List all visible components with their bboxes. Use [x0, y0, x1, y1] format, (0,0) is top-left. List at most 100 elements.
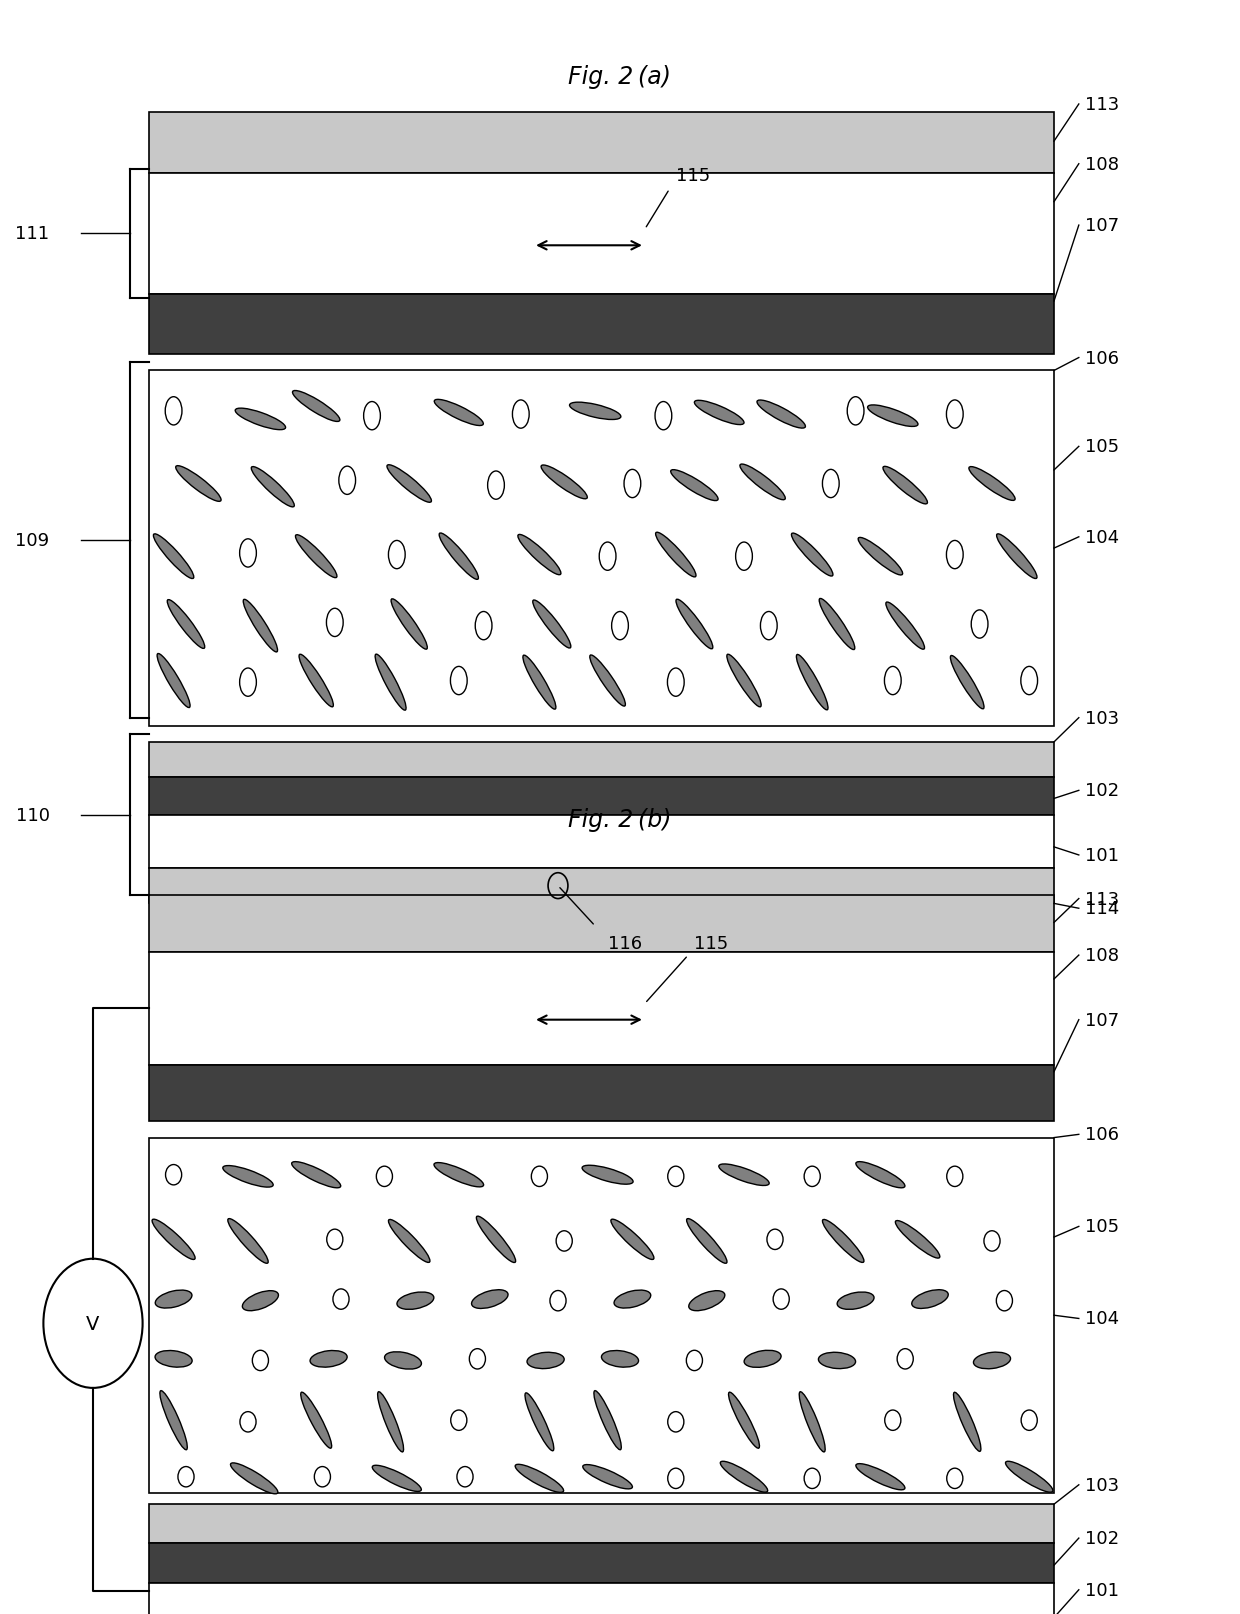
- Ellipse shape: [954, 1393, 981, 1451]
- Ellipse shape: [985, 1231, 999, 1251]
- Ellipse shape: [687, 1351, 702, 1370]
- Ellipse shape: [774, 1290, 789, 1309]
- Ellipse shape: [895, 1220, 940, 1259]
- Text: 103: 103: [1085, 1475, 1120, 1495]
- Ellipse shape: [167, 600, 205, 649]
- Ellipse shape: [569, 404, 621, 420]
- Ellipse shape: [1021, 667, 1038, 696]
- Ellipse shape: [236, 408, 285, 431]
- Ellipse shape: [688, 1291, 725, 1311]
- Ellipse shape: [997, 534, 1037, 579]
- Ellipse shape: [557, 1231, 572, 1251]
- Ellipse shape: [946, 400, 963, 429]
- Text: 110: 110: [16, 805, 50, 825]
- Ellipse shape: [434, 1162, 484, 1188]
- Ellipse shape: [611, 1220, 653, 1259]
- Ellipse shape: [326, 608, 343, 638]
- Text: 108: 108: [1085, 946, 1118, 965]
- Ellipse shape: [476, 1217, 516, 1262]
- Ellipse shape: [471, 1290, 508, 1309]
- Text: Fig. 2 (a): Fig. 2 (a): [568, 65, 672, 89]
- Ellipse shape: [837, 1293, 874, 1309]
- Ellipse shape: [668, 1469, 684, 1488]
- Ellipse shape: [241, 1412, 255, 1432]
- Ellipse shape: [884, 667, 901, 696]
- Ellipse shape: [583, 1464, 632, 1490]
- Ellipse shape: [451, 1411, 466, 1430]
- Ellipse shape: [551, 1291, 565, 1311]
- Ellipse shape: [611, 612, 629, 641]
- Ellipse shape: [243, 600, 278, 652]
- Ellipse shape: [512, 400, 529, 429]
- Ellipse shape: [971, 610, 988, 639]
- Text: 102: 102: [1085, 781, 1120, 801]
- Ellipse shape: [475, 612, 492, 641]
- Ellipse shape: [800, 1391, 825, 1453]
- Text: 102: 102: [1085, 1528, 1120, 1548]
- Ellipse shape: [820, 599, 854, 650]
- Ellipse shape: [856, 1162, 905, 1188]
- Text: 113: 113: [1085, 889, 1120, 909]
- Ellipse shape: [378, 1391, 403, 1453]
- FancyBboxPatch shape: [149, 742, 1054, 778]
- Ellipse shape: [363, 402, 381, 431]
- FancyBboxPatch shape: [149, 1138, 1054, 1493]
- Ellipse shape: [434, 400, 484, 426]
- Ellipse shape: [756, 400, 806, 429]
- Ellipse shape: [391, 599, 428, 650]
- Ellipse shape: [1006, 1461, 1053, 1493]
- Ellipse shape: [727, 655, 761, 707]
- Ellipse shape: [911, 1290, 949, 1309]
- FancyBboxPatch shape: [149, 896, 1054, 952]
- Ellipse shape: [397, 1293, 434, 1309]
- Ellipse shape: [744, 1351, 781, 1367]
- Ellipse shape: [223, 1165, 273, 1188]
- Ellipse shape: [694, 400, 744, 426]
- Text: 106: 106: [1085, 349, 1118, 368]
- Ellipse shape: [614, 1290, 651, 1309]
- FancyBboxPatch shape: [149, 868, 1054, 904]
- Ellipse shape: [655, 402, 672, 431]
- Ellipse shape: [720, 1461, 768, 1493]
- Text: 105: 105: [1085, 1217, 1120, 1236]
- Ellipse shape: [858, 537, 903, 576]
- Ellipse shape: [856, 1464, 905, 1490]
- Ellipse shape: [165, 397, 182, 426]
- Ellipse shape: [166, 1165, 182, 1185]
- Ellipse shape: [456, 1467, 474, 1486]
- FancyBboxPatch shape: [149, 1543, 1054, 1583]
- FancyBboxPatch shape: [149, 952, 1054, 1065]
- Ellipse shape: [155, 1351, 192, 1367]
- Text: 105: 105: [1085, 437, 1120, 457]
- Ellipse shape: [740, 465, 785, 500]
- Ellipse shape: [299, 655, 334, 707]
- Ellipse shape: [315, 1467, 330, 1486]
- Ellipse shape: [868, 405, 918, 428]
- Ellipse shape: [947, 1167, 962, 1186]
- Ellipse shape: [599, 542, 616, 571]
- Ellipse shape: [847, 397, 864, 426]
- Ellipse shape: [656, 533, 696, 578]
- Ellipse shape: [160, 1391, 187, 1449]
- Ellipse shape: [469, 1349, 486, 1369]
- Ellipse shape: [523, 655, 556, 710]
- Text: 104: 104: [1085, 528, 1120, 547]
- Text: 108: 108: [1085, 155, 1118, 174]
- Ellipse shape: [252, 468, 294, 507]
- Ellipse shape: [947, 1469, 962, 1488]
- Ellipse shape: [582, 1165, 634, 1185]
- Ellipse shape: [525, 1393, 554, 1451]
- FancyBboxPatch shape: [149, 113, 1054, 174]
- Ellipse shape: [295, 536, 337, 578]
- Ellipse shape: [157, 654, 190, 709]
- Ellipse shape: [327, 1230, 342, 1249]
- Ellipse shape: [822, 1220, 864, 1262]
- Ellipse shape: [818, 1353, 856, 1369]
- Ellipse shape: [339, 466, 356, 495]
- FancyBboxPatch shape: [149, 1583, 1054, 1614]
- Text: 106: 106: [1085, 1125, 1118, 1144]
- Text: V: V: [87, 1314, 99, 1333]
- Ellipse shape: [155, 1290, 192, 1309]
- Ellipse shape: [946, 541, 963, 570]
- Ellipse shape: [487, 471, 505, 500]
